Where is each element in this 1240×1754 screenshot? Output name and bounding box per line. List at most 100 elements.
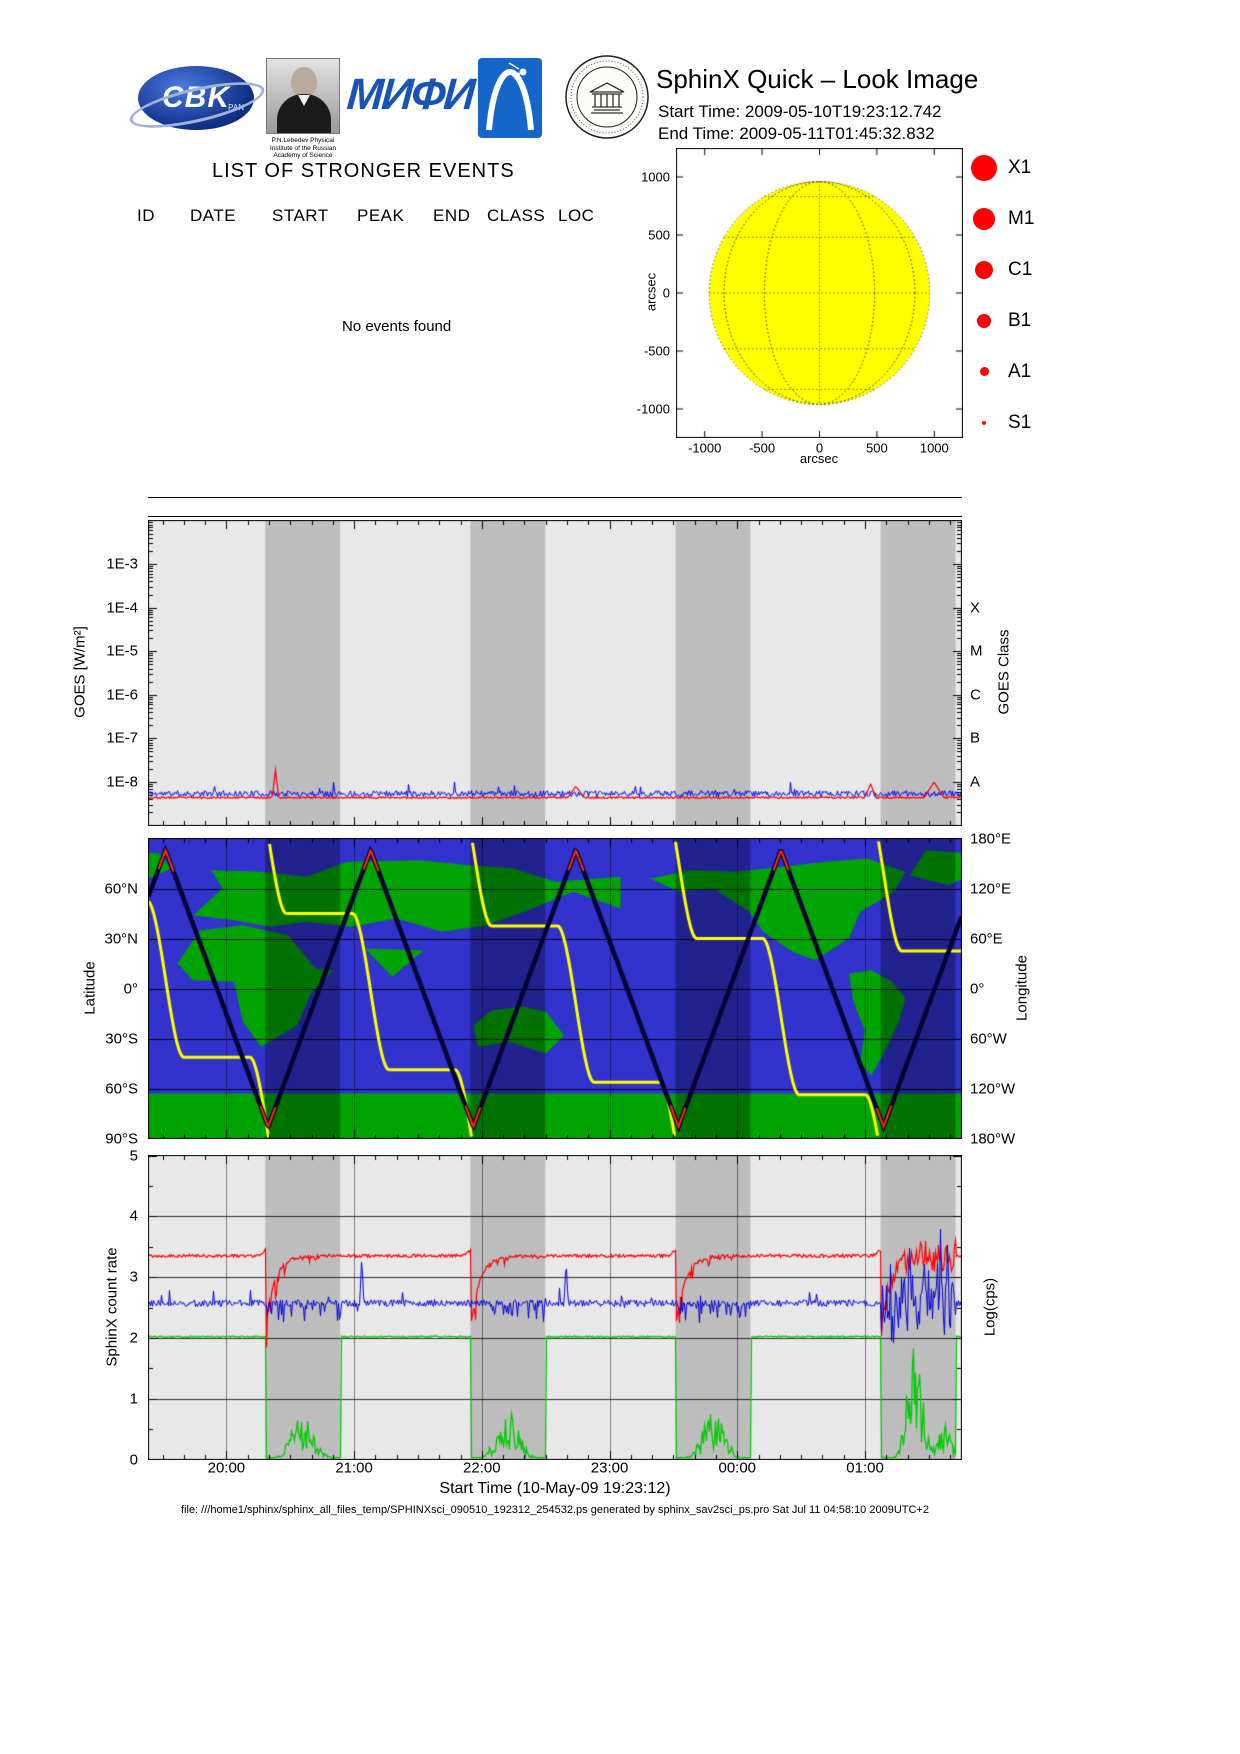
goes-class-label: X [970, 599, 981, 617]
legend-label: C1 [1008, 258, 1033, 280]
sun-xtick-label: 0 [815, 440, 824, 456]
flare-size-circle [979, 367, 989, 376]
sun-disk-plot [676, 148, 963, 438]
mephi-logo-icon: МИФИ [345, 64, 475, 126]
page-title: SphinX Quick – Look Image [656, 64, 979, 94]
goes-flux-plot [148, 520, 962, 826]
sun-ytick-label: 500 [648, 227, 670, 243]
legend-label: S1 [1008, 411, 1032, 433]
map-lon-label: 180°E [970, 830, 1012, 847]
cbk-logo-label: CBK [162, 81, 230, 114]
legend-label: M1 [1008, 207, 1035, 229]
map-yaxis-right-label: Longitude [1013, 955, 1031, 1021]
sun-ytick-label: 0 [662, 285, 670, 301]
map-lat-label: 30°S [105, 1030, 138, 1047]
legend-item: X1 [966, 142, 1034, 193]
flare-size-circle [982, 420, 986, 425]
sun-yaxis-label: arcsec [643, 272, 659, 312]
events-col-start: START [272, 206, 329, 225]
end-time-text: End Time: 2009-05-11T01:45:32.832 [658, 124, 935, 143]
map-lat-label: 90°S [105, 1130, 138, 1147]
goes-ytick-label: 1E-7 [106, 729, 138, 747]
events-col-peak: PEAK [357, 206, 405, 225]
count-rate-plot [148, 1155, 962, 1460]
legend-item: C1 [966, 244, 1034, 295]
goes-yaxis-left-label: GOES [W/m²] [71, 626, 89, 718]
goes-class-label: C [970, 686, 981, 704]
events-heading: LIST OF STRONGER EVENTS [212, 160, 515, 182]
arch-logo-icon [478, 58, 542, 138]
flare-size-circle [971, 154, 997, 181]
sun-ytick-label: -500 [643, 343, 670, 359]
goes-ytick-label: 1E-5 [106, 642, 138, 660]
legend-label: B1 [1008, 309, 1032, 331]
rate-ytick-label: 2 [129, 1329, 138, 1347]
map-lon-label: 120°W [970, 1080, 1016, 1097]
rate-ytick-label: 3 [129, 1268, 138, 1286]
lebedev-portrait-icon [266, 58, 340, 134]
legend-label: A1 [1008, 360, 1032, 382]
map-lon-label: 0° [970, 980, 985, 997]
rate-yaxis-left-label: SphinX count rate [103, 1247, 121, 1367]
goes-class-label: B [970, 729, 981, 747]
lebedev-caption-line: Institute of the Russian [269, 144, 337, 152]
events-col-id: ID [137, 206, 155, 225]
goes-ytick-label: 1E-3 [106, 555, 138, 573]
legend-item: M1 [966, 193, 1034, 244]
legend-item: B1 [966, 295, 1034, 346]
rate-ytick-label: 4 [129, 1207, 138, 1225]
ground-track-map [148, 838, 962, 1139]
portrait-collar-icon [298, 95, 310, 106]
no-events-text: No events found [342, 318, 452, 335]
map-lon-label: 180°W [970, 1130, 1016, 1147]
goes-class-label: M [970, 642, 983, 660]
sun-xtick-label: 500 [866, 440, 888, 456]
cbk-logo-icon: CBK PAN [125, 60, 269, 144]
flare-size-circle [977, 313, 991, 328]
sun-xtick-label: -500 [749, 440, 776, 456]
legend-circle-wrap [966, 154, 1002, 181]
map-lat-label: 60°N [104, 880, 138, 897]
goes-yaxis-right-label: GOES Class [995, 629, 1013, 715]
sun-xaxis-label: arcsec [799, 451, 839, 466]
time-tick-label: 21:00 [335, 1459, 373, 1477]
portrait-head-icon [291, 67, 317, 97]
legend-circle-wrap [966, 207, 1002, 230]
rate-ytick-label: 0 [129, 1451, 138, 1468]
lebedev-caption: P.N.Lebedev Physical Institute of the Ru… [250, 137, 356, 160]
rate-yaxis-right-label: Log(cps) [981, 1277, 999, 1337]
flare-size-legend: X1 M1 C1 B1 A1 S1 [966, 142, 1034, 448]
sun-ytick-label: -1000 [636, 401, 670, 417]
legend-label: X1 [1008, 156, 1032, 178]
lebedev-caption-line: P.N.Lebedev Physical [271, 137, 335, 144]
goes-ytick-label: 1E-8 [106, 773, 138, 791]
map-lat-label: 30°N [104, 930, 138, 947]
footer-text: file: ///home1/sphinx/sphinx_all_files_t… [181, 1504, 929, 1516]
map-lat-label: 0° [123, 980, 138, 997]
sun-xtick-label: -1000 [688, 440, 722, 456]
events-col-date: DATE [190, 206, 237, 225]
legend-circle-wrap [966, 420, 1002, 425]
map-lat-label: 60°S [105, 1080, 138, 1097]
divider-line [148, 497, 962, 498]
sun-ytick-label: 1000 [641, 169, 670, 185]
map-lon-label: 60°E [970, 930, 1003, 947]
time-tick-label: 01:00 [846, 1459, 884, 1477]
time-tick-label: 20:00 [207, 1459, 246, 1477]
time-axis-title: Start Time (10-May-09 19:23:12) [439, 1480, 671, 1497]
start-time-text: Start Time: 2009-05-10T19:23:12.742 [658, 102, 942, 121]
legend-item: A1 [966, 346, 1034, 397]
mephi-logo-label: МИФИ [345, 70, 475, 119]
goes-ytick-label: 1E-6 [106, 686, 138, 704]
time-tick-label: 22:00 [463, 1459, 501, 1477]
rate-ytick-label: 5 [129, 1147, 138, 1164]
events-col-end: END [433, 206, 471, 225]
events-col-class: CLASS [487, 206, 546, 225]
university-seal-icon [565, 55, 649, 139]
legend-circle-wrap [966, 367, 1002, 376]
flare-size-circle [975, 260, 993, 279]
cbk-globe-icon: CBK PAN [138, 66, 254, 130]
flare-size-circle [973, 207, 995, 230]
map-lon-label: 60°W [970, 1030, 1007, 1047]
